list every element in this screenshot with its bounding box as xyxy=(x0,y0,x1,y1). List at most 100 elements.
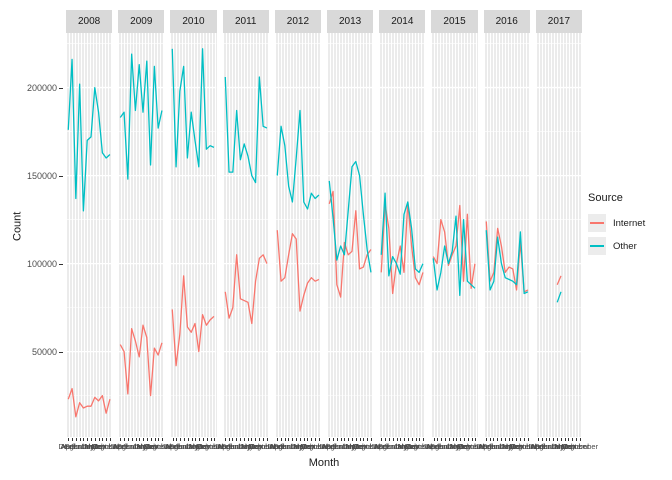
x-tick-label: July xyxy=(289,442,303,451)
x-tick-label: April xyxy=(217,442,233,451)
x-tick-label: March xyxy=(501,442,523,451)
y-tick-label: 100000 xyxy=(26,258,57,269)
other-line-2010 xyxy=(173,49,215,167)
x-tick-mark xyxy=(79,438,81,441)
facet-panel-2009 xyxy=(118,33,165,437)
x-tick-mark xyxy=(206,438,208,441)
x-tick-mark xyxy=(280,438,282,441)
facet-column-2013: 2013 April August December February January Ju… xyxy=(320,10,389,457)
x-tick-mark xyxy=(489,438,491,441)
x-tick-label: September xyxy=(509,442,546,451)
facet-column-2009: 2009 April August December February January Ju… xyxy=(111,10,180,457)
x-tick-label: September xyxy=(352,442,390,451)
x-tick-mark xyxy=(557,438,559,441)
x-tick-mark xyxy=(568,438,570,441)
x-tick-mark xyxy=(187,438,189,441)
x-tick-mark xyxy=(184,438,186,441)
x-tick-label: March xyxy=(554,442,576,451)
x-tick-mark xyxy=(303,438,305,441)
facet-strip-2014: 2014 xyxy=(379,10,426,33)
x-axis-2014: April August December February January July Ju… xyxy=(372,437,441,457)
x-tick-label: August xyxy=(530,442,554,451)
facet-strip-2013: 2013 xyxy=(327,10,374,33)
legend-key-other xyxy=(588,237,606,255)
other-line-2016 xyxy=(486,230,528,293)
x-tick-mark xyxy=(389,438,391,441)
x-tick-mark xyxy=(352,438,353,441)
x-tick-label: May xyxy=(509,442,524,451)
x-tick-label: June xyxy=(82,442,100,451)
x-tick-mark xyxy=(143,438,145,441)
x-tick-mark xyxy=(154,438,156,441)
facet-panels: 2008 April August December February January Ju… xyxy=(59,10,598,457)
x-tick-mark xyxy=(355,438,357,441)
facet-strip-2010: 2010 xyxy=(170,10,217,33)
x-tick-mark xyxy=(367,438,369,441)
internet-line-2009 xyxy=(120,325,162,395)
x-tick-mark xyxy=(135,438,137,441)
y-tick-mark xyxy=(59,175,63,177)
x-tick-mark xyxy=(120,438,122,441)
x-tick-mark xyxy=(549,438,551,441)
x-tick-mark xyxy=(224,438,226,441)
x-tick-label: November xyxy=(398,442,433,451)
x-tick-label: November xyxy=(450,442,486,451)
x-tick-mark xyxy=(415,438,417,441)
facet-column-2016: 2016 April August December February January Ju… xyxy=(476,10,546,457)
x-tick-mark xyxy=(467,438,469,441)
x-tick-label: January xyxy=(435,442,463,451)
x-tick-label: July xyxy=(132,442,147,451)
x-tick-label: October xyxy=(145,442,172,451)
x-tick-label: January xyxy=(70,442,97,451)
x-tick-label: April xyxy=(530,442,546,451)
internet-line-2014 xyxy=(381,202,423,294)
x-tick-label: August xyxy=(373,442,397,451)
x-tick-mark xyxy=(262,438,264,441)
x-tick-mark xyxy=(527,438,529,441)
x-tick-label: June xyxy=(187,442,204,451)
facet-column-2017: 2017 April August December February January Ju… xyxy=(528,10,598,457)
x-tick-label: January xyxy=(226,442,254,451)
x-axis-2009: April August December February January July Ju… xyxy=(111,437,180,457)
x-tick-label: November xyxy=(189,442,225,451)
x-tick-label: May xyxy=(91,442,106,451)
x-tick-label: July xyxy=(184,442,199,451)
y-tick-label: 200000 xyxy=(26,82,57,93)
x-tick-label: February xyxy=(325,442,356,451)
facet-column-2008: 2008 April August December February January Ju… xyxy=(59,10,128,457)
x-tick-label: April xyxy=(321,442,337,451)
x-tick-mark xyxy=(448,438,450,441)
x-tick-label: February xyxy=(534,442,565,451)
x-tick-mark xyxy=(408,438,409,441)
x-tick-mark xyxy=(236,438,238,441)
x-tick-label: February xyxy=(169,442,200,451)
facet-strip-2017: 2017 xyxy=(535,10,583,33)
x-tick-mark xyxy=(359,438,361,441)
x-tick-label: January xyxy=(487,442,515,451)
x-tick-mark xyxy=(560,438,562,441)
y-tick-mark xyxy=(59,87,63,89)
x-tick-label: April xyxy=(478,442,494,451)
x-tick-mark xyxy=(333,438,335,441)
x-tick-mark xyxy=(162,438,164,441)
x-tick-mark xyxy=(176,438,178,441)
x-tick-mark xyxy=(292,438,294,441)
x-tick-mark xyxy=(102,438,104,441)
x-tick-mark xyxy=(575,438,577,441)
x-tick-mark xyxy=(370,438,372,441)
x-tick-mark xyxy=(396,438,398,441)
facet-column-2012: 2012 April August December February January Ju… xyxy=(267,10,337,457)
x-tick-mark xyxy=(180,438,182,441)
x-tick-label: July xyxy=(498,442,512,451)
x-tick-mark xyxy=(437,438,439,441)
x-tick-label: October xyxy=(562,442,590,451)
x-tick-label: October xyxy=(458,442,485,451)
x-tick-mark xyxy=(572,438,574,441)
x-tick-label: September xyxy=(300,442,338,451)
x-tick-mark xyxy=(441,438,443,441)
x-tick-label: September xyxy=(91,442,129,451)
x-tick-label: November xyxy=(293,442,329,451)
x-tick-label: November xyxy=(554,442,590,451)
x-axis-title: Month xyxy=(308,457,340,469)
legend-label-other: Other xyxy=(613,240,637,252)
